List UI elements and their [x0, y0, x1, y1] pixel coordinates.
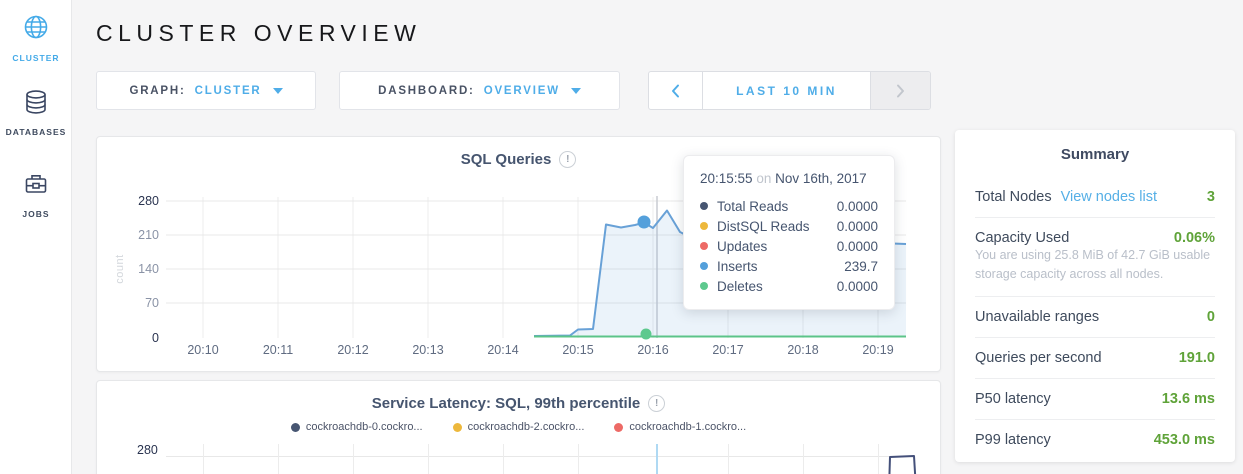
total-nodes-value: 3 — [1206, 189, 1215, 205]
chevron-down-icon — [570, 87, 581, 94]
tooltip-row-distsql-reads: DistSQL Reads 0.0000 — [700, 216, 878, 236]
x-tick: 20:19 — [862, 343, 893, 357]
series-dot-icon — [700, 222, 708, 230]
x-tick: 20:12 — [337, 343, 368, 357]
x-tick: 20:14 — [487, 343, 518, 357]
summary-row-unavailable-ranges: Unavailable ranges 0 — [975, 295, 1215, 337]
graph-dropdown[interactable]: GRAPH: CLUSTER — [96, 71, 316, 110]
y-tick: 0 — [152, 331, 159, 345]
summary-row-p99: P99 latency 453.0 ms — [975, 418, 1215, 460]
y-tick: 280 — [138, 194, 159, 208]
gridline — [166, 456, 906, 457]
summary-panel: Summary Total Nodes View nodes list 3 Ca… — [955, 130, 1235, 462]
graph-dropdown-label: GRAPH: — [129, 84, 186, 97]
gridline — [878, 444, 879, 474]
sidebar-item-jobs[interactable]: JOBS — [0, 170, 72, 219]
p99-latency-value: 453.0 ms — [1153, 431, 1215, 448]
series-dot-icon — [452, 422, 462, 432]
capacity-used-value: 0.06% — [1173, 230, 1215, 246]
x-tick: 20:15 — [562, 343, 593, 357]
latency-chart-legend: cockroachdb-0.cockro... cockroachdb-2.co… — [97, 421, 940, 433]
database-icon — [22, 90, 50, 120]
y-tick: 70 — [145, 296, 159, 310]
chart-tooltip: 20:15:55 on Nov 16th, 2017 Total Reads 0… — [683, 155, 895, 310]
sidebar-item-databases[interactable]: DATABASES — [0, 88, 72, 137]
chevron-left-icon — [672, 84, 679, 97]
capacity-description: You are using 25.8 MiB of 42.7 GiB usabl… — [975, 248, 1211, 281]
series-dot-icon — [614, 422, 624, 432]
time-window-prev-button[interactable] — [649, 72, 703, 109]
series-dot-icon — [700, 282, 708, 290]
x-tick: 20:11 — [263, 343, 293, 357]
summary-title: Summary — [1060, 146, 1130, 163]
gridline — [803, 444, 804, 474]
service-latency-chart-card: Service Latency: SQL, 99th percentile ! … — [96, 380, 941, 474]
series-dot-icon — [700, 242, 708, 250]
summary-row-p50: P50 latency 13.6 ms — [975, 377, 1215, 419]
tooltip-row-deletes: Deletes 0.0000 — [700, 276, 878, 296]
tooltip-row-updates: Updates 0.0000 — [700, 236, 878, 256]
series-dot-icon — [290, 422, 300, 432]
time-window-selector: LAST 10 MIN — [648, 71, 931, 110]
inserts-hover-point — [637, 215, 651, 229]
unavailable-ranges-value: 0 — [1206, 308, 1215, 325]
y-tick: 140 — [138, 262, 159, 276]
info-icon[interactable]: ! — [648, 395, 666, 412]
x-tick: 20:13 — [412, 343, 443, 357]
graph-dropdown-value: CLUSTER — [194, 84, 262, 97]
dashboard-dropdown[interactable]: DASHBOARD: OVERVIEW — [339, 71, 620, 110]
sidebar-item-label: CLUSTER — [12, 53, 60, 63]
series-dot-icon — [700, 202, 708, 210]
hover-crosshair — [656, 444, 658, 474]
x-tick: 20:17 — [712, 343, 743, 357]
page-title: CLUSTER OVERVIEW — [96, 20, 422, 46]
p50-latency-value: 13.6 ms — [1161, 390, 1215, 407]
dashboard-dropdown-label: DASHBOARD: — [378, 84, 475, 97]
sidebar-item-cluster[interactable]: CLUSTER — [0, 12, 72, 63]
y-tick: 280 — [137, 443, 158, 457]
briefcase-icon — [22, 175, 50, 202]
x-tick: 20:18 — [787, 343, 818, 357]
chevron-right-icon — [897, 84, 904, 97]
gridline — [278, 444, 279, 474]
legend-item-node-1: cockroachdb-1.cockro... — [614, 421, 746, 433]
x-tick: 20:16 — [637, 343, 668, 357]
series-dot-icon — [700, 262, 708, 270]
gridline — [503, 444, 504, 474]
latency-series-spike — [888, 455, 917, 474]
sql-chart-title: SQL Queries — [460, 151, 552, 168]
gridline — [428, 444, 429, 474]
legend-item-node-2: cockroachdb-2.cockro... — [452, 421, 584, 433]
legend-item-node-0: cockroachdb-0.cockro... — [290, 421, 423, 433]
deletes-hover-point — [640, 328, 652, 340]
tooltip-row-inserts: Inserts 239.7 — [700, 256, 878, 276]
gridline — [203, 444, 204, 474]
y-tick: 210 — [138, 228, 159, 242]
summary-row-qps: Queries per second 191.0 — [975, 336, 1215, 378]
dashboard-dropdown-value: OVERVIEW — [483, 84, 560, 97]
time-window-label[interactable]: LAST 10 MIN — [736, 83, 837, 98]
tooltip-row-total-reads: Total Reads 0.0000 — [700, 196, 878, 216]
tooltip-timestamp: 20:15:55 on Nov 16th, 2017 — [700, 171, 867, 186]
globe-icon — [21, 15, 51, 46]
gridline — [353, 444, 354, 474]
gridline — [578, 444, 579, 474]
side-navigation: CLUSTER DATABASES — [0, 0, 72, 474]
x-tick: 20:10 — [187, 343, 218, 357]
qps-value: 191.0 — [1178, 349, 1215, 366]
summary-row-capacity: Capacity Used 0.06% — [975, 217, 1215, 250]
info-icon[interactable]: ! — [559, 151, 577, 168]
y-axis-unit: count — [114, 254, 126, 283]
latency-chart-title: Service Latency: SQL, 99th percentile — [371, 395, 641, 412]
sidebar-item-label: DATABASES — [5, 127, 67, 137]
view-nodes-list-link[interactable]: View nodes list — [1060, 189, 1158, 205]
summary-row-total-nodes: Total Nodes View nodes list 3 — [975, 189, 1215, 205]
gridline — [728, 444, 729, 474]
chevron-down-icon — [272, 87, 283, 94]
sidebar-item-label: JOBS — [22, 209, 50, 219]
time-window-next-button[interactable] — [870, 72, 930, 109]
